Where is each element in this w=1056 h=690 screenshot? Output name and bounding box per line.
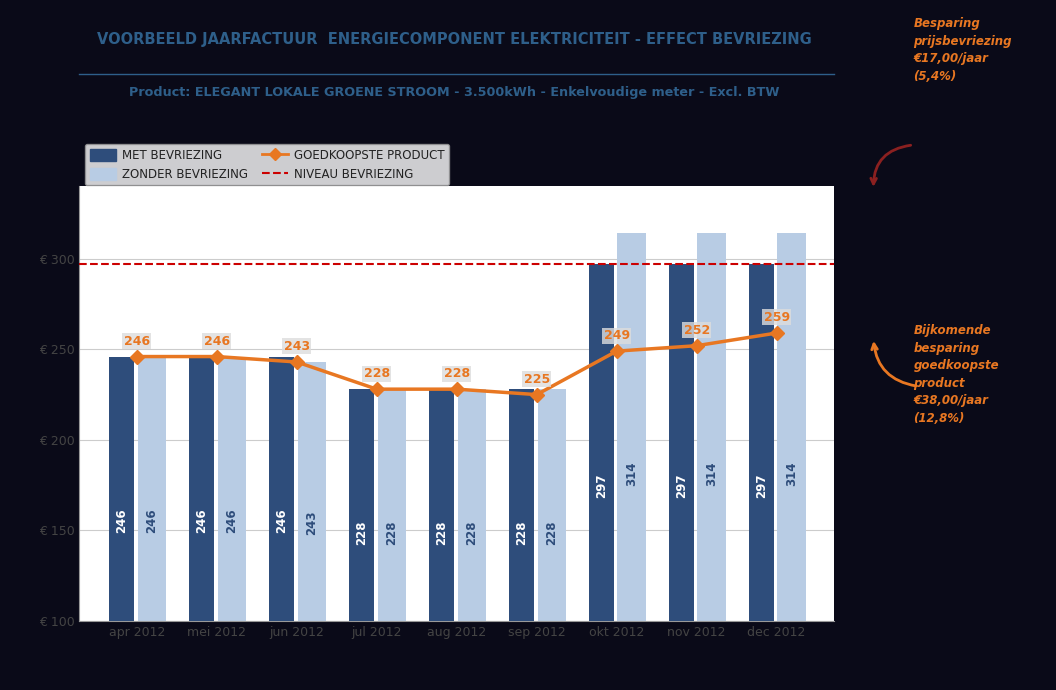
Text: 246: 246 bbox=[275, 509, 288, 533]
Bar bbox=[749, 264, 774, 690]
Bar bbox=[348, 389, 374, 690]
Bar bbox=[509, 389, 534, 690]
Text: 243: 243 bbox=[284, 340, 309, 353]
Bar bbox=[189, 357, 214, 690]
Bar bbox=[429, 389, 454, 690]
Text: 246: 246 bbox=[195, 509, 208, 533]
Bar bbox=[697, 233, 727, 690]
Bar bbox=[538, 389, 566, 690]
Bar bbox=[777, 233, 806, 690]
Text: 314: 314 bbox=[786, 462, 798, 486]
Text: 252: 252 bbox=[683, 324, 710, 337]
Bar bbox=[298, 362, 326, 690]
Text: 249: 249 bbox=[604, 329, 629, 342]
Text: 297: 297 bbox=[675, 473, 687, 497]
Text: 228: 228 bbox=[363, 367, 390, 380]
Legend: MET BEVRIEZING, ZONDER BEVRIEZING, GOEDKOOPSTE PRODUCT, NIVEAU BEVRIEZING: MET BEVRIEZING, ZONDER BEVRIEZING, GOEDK… bbox=[86, 144, 449, 186]
Bar bbox=[457, 389, 487, 690]
Bar bbox=[588, 264, 615, 690]
Bar bbox=[668, 264, 694, 690]
Text: 225: 225 bbox=[524, 373, 550, 386]
Text: Besparing
prijsbevriezing
€17,00/jaar
(5,4%): Besparing prijsbevriezing €17,00/jaar (5… bbox=[913, 17, 1012, 83]
Text: 228: 228 bbox=[444, 367, 470, 380]
Text: 228: 228 bbox=[435, 521, 448, 545]
Bar bbox=[218, 357, 246, 690]
Text: 228: 228 bbox=[385, 521, 398, 545]
Text: 297: 297 bbox=[595, 473, 608, 497]
Text: 246: 246 bbox=[226, 509, 239, 533]
Text: Bijkomende
besparing
goedkoopste
product
€38,00/jaar
(12,8%): Bijkomende besparing goedkoopste product… bbox=[913, 324, 999, 425]
Text: VOORBEELD JAARFACTUUR  ENERGIECOMPONENT ELEKTRICITEIT - EFFECT BEVRIEZING: VOORBEELD JAARFACTUUR ENERGIECOMPONENT E… bbox=[97, 32, 811, 48]
Text: 246: 246 bbox=[124, 335, 150, 348]
Text: 246: 246 bbox=[146, 509, 158, 533]
Bar bbox=[378, 389, 407, 690]
Text: 314: 314 bbox=[705, 462, 718, 486]
Bar bbox=[269, 357, 295, 690]
Bar bbox=[137, 357, 167, 690]
Text: 228: 228 bbox=[515, 521, 528, 545]
Text: 228: 228 bbox=[545, 521, 559, 545]
Text: Product: ELEGANT LOKALE GROENE STROOM - 3.500kWh - Enkelvoudige meter - Excl. BT: Product: ELEGANT LOKALE GROENE STROOM - … bbox=[129, 86, 779, 99]
Text: 243: 243 bbox=[305, 511, 319, 535]
Bar bbox=[618, 233, 646, 690]
Text: 314: 314 bbox=[625, 462, 639, 486]
Text: 246: 246 bbox=[115, 509, 128, 533]
Text: 228: 228 bbox=[355, 521, 369, 545]
Text: 228: 228 bbox=[466, 521, 478, 545]
Text: 246: 246 bbox=[204, 335, 230, 348]
Bar bbox=[109, 357, 134, 690]
Text: 297: 297 bbox=[755, 473, 768, 497]
Text: 259: 259 bbox=[763, 311, 790, 324]
